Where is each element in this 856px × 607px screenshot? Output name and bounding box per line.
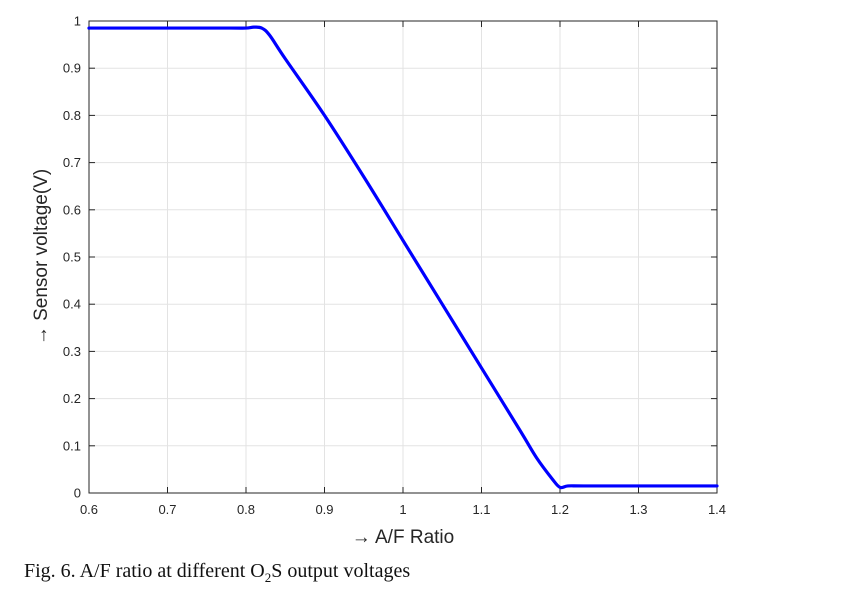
series-line [87,25,719,490]
x-tick-label: 1.1 [472,502,490,517]
y-tick-label: 1 [74,14,81,29]
y-tick-label: 0.8 [63,108,81,123]
y-tick-label: 0.3 [63,344,81,359]
chart: 0.6 0.7 0.8 0.9 1 1.1 1.2 1.3 1.4 00.10.20.30.40… [31,14,726,549]
x-tick-label: 0.8 [237,502,255,517]
grid [88,20,718,494]
y-tick-label: 0.9 [63,61,81,76]
x-tick-label: 1.3 [629,502,647,517]
y-tick-label: 0.2 [63,391,81,406]
x-tick-label: 0.9 [315,502,333,517]
x-tick-label: 0.7 [158,502,176,517]
y-tick-label: 0 [74,486,81,501]
x-tick-label: 1.2 [551,502,569,517]
y-tick-label: 0.5 [63,250,81,265]
caption-suffix: S output voltages [271,560,411,582]
y-tick-label: 0.6 [63,202,81,217]
y-tick-labels: 0 0.1 0.2 0.3 0.4 0.5 0.6 0.7 0.8 0.9 1 [63,14,81,501]
x-tick-label: 0.6 [80,502,98,517]
y-tick-label: 0.7 [63,155,81,170]
y-tick-label: 0.4 [63,297,81,312]
caption-subscript: 2 [264,570,272,585]
x-tick-label: 1.4 [708,502,726,517]
caption-prefix: Fig. 6. A/F ratio at different O [24,560,265,582]
axis-ticks [88,20,718,494]
figure-caption: Fig. 6. A/F ratio at different O2S outpu… [24,560,410,586]
x-tick-labels: 0.6 0.7 0.8 0.9 1 1.1 1.2 1.3 1.4 [80,502,726,517]
x-axis-label: → A/F Ratio [352,527,454,548]
y-axis-label: → Sensor voltage(V) [31,169,52,345]
y-tick-label: 0.1 [63,438,81,453]
x-tick-label: 1 [399,502,406,517]
